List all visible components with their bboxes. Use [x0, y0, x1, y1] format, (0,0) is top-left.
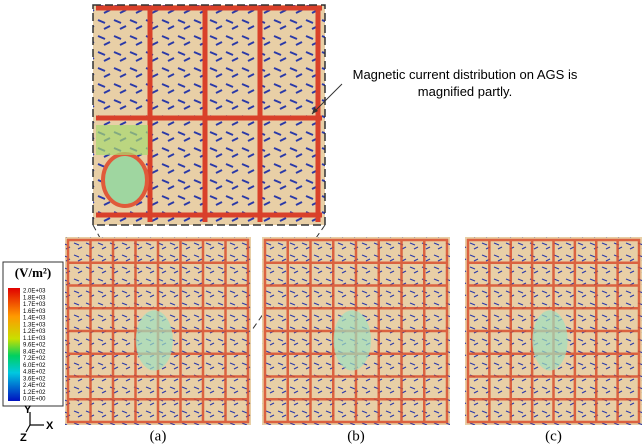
- colorbar-label: 1.3E+03: [23, 322, 46, 328]
- colorbar-label: 8.4E+02: [23, 349, 46, 355]
- colorbar-label: 1.1E+03: [23, 336, 46, 342]
- colorbar-label: 2.4E+02: [23, 383, 46, 389]
- colorbar-label: 1.2E+02: [23, 390, 46, 396]
- colorbar-label: 4.8E+02: [23, 370, 46, 376]
- colorbar-label: 3.6E+02: [23, 376, 46, 382]
- colorbar-label: 2.0E+03: [23, 289, 46, 295]
- annotation-box: Magnetic current distribution on AGS is …: [340, 66, 590, 106]
- colorbar-unit: (V/m²): [15, 265, 51, 280]
- hotspot: [136, 310, 173, 370]
- axis-y: Y: [24, 404, 32, 416]
- annotation: Magnetic current distribution on AGS is …: [340, 66, 590, 100]
- colorbar-label: 0.0E+00: [23, 397, 46, 403]
- magnified-view: [93, 5, 325, 225]
- colorbar-label: 1.8E+03: [23, 295, 46, 301]
- panel-label: (a): [150, 428, 167, 444]
- panel-label: (b): [347, 428, 365, 444]
- hotspot: [333, 310, 371, 370]
- axis-x: X: [46, 420, 54, 432]
- colorbar-label: 6.0E+02: [23, 363, 46, 369]
- colorbar-label: 1.7E+03: [23, 302, 46, 308]
- axis-z: Z: [20, 432, 27, 444]
- colorbar-label: 1.6E+03: [23, 309, 46, 315]
- colorbar-label: 1.2E+03: [23, 329, 46, 335]
- panels: (a) (b) (c): [65, 237, 642, 444]
- colorbar-label: 7.2E+02: [23, 356, 46, 362]
- colorbar-label: 9.6E+02: [23, 343, 46, 349]
- figure: Magnetic current distribution on AGS is …: [0, 0, 642, 445]
- hotspot: [532, 310, 567, 370]
- panel-label: (c): [545, 428, 562, 444]
- colorbar-label: 1.4E+03: [23, 316, 46, 322]
